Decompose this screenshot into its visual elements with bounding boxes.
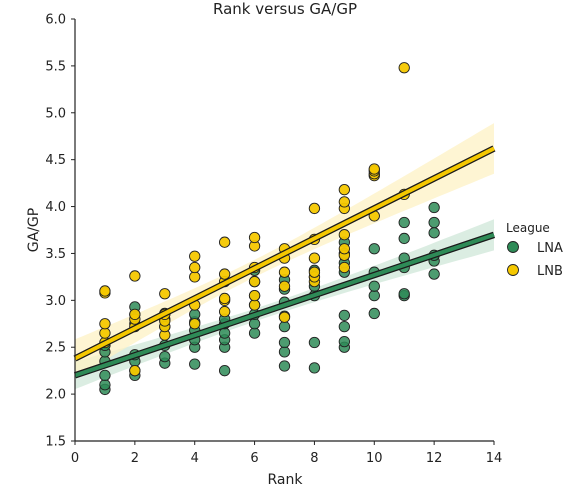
data-point-lna [368,243,380,255]
x-ticks: 0 2 4 6 8 10 12 14 [71,441,502,466]
data-point-lna [99,369,111,382]
data-point-lna [398,216,410,229]
data-point-lna [428,216,440,229]
data-point-lnb [248,231,261,244]
data-point-lna [99,379,111,391]
data-point-lnb [218,305,231,318]
data-point-lna [159,350,171,363]
data-point-lnb [99,285,111,297]
data-point-lnb [159,288,171,300]
data-point-lnb [338,229,351,241]
regression-line-lna [73,231,496,379]
data-point-lnb [248,275,261,288]
y-tick-label: 2.5 [45,341,66,356]
data-point-lna [278,360,291,372]
data-point-lna [338,320,351,333]
data-point-lnb [189,318,201,330]
data-point-lnb [338,243,351,255]
data-point-lnb [129,308,141,321]
y-axis-label: GA/GP [26,208,42,252]
data-point-lna [428,227,440,239]
legend: League LNA LNB [506,221,563,279]
data-point-lnb [248,289,261,302]
data-point-lnb [99,327,111,339]
y-tick-label: 5.5 [45,59,66,74]
y-ticks: 1.5 2.0 2.5 3.0 3.5 4.0 4.5 5.0 5.5 6.0 [45,13,75,450]
x-tick-label: 0 [71,451,79,466]
x-tick-label: 12 [426,451,443,466]
data-point-lna [189,358,201,370]
legend-marker-lnb [507,264,519,276]
data-point-lna [338,335,351,348]
data-point-lnb [218,236,231,248]
x-tick-label: 10 [366,451,383,466]
legend-marker-lna [507,241,519,253]
y-tick-label: 6.0 [45,13,66,28]
data-point-lnb [278,280,291,292]
data-point-lnb [189,271,201,283]
data-point-lna [278,320,291,333]
x-axis-label: Rank [268,472,304,488]
data-point-lna [428,268,440,280]
y-tick-label: 4.0 [45,200,66,215]
y-tick-label: 1.5 [45,435,66,450]
data-point-lna [338,309,351,321]
regression-lines [73,145,496,379]
data-point-lnb [308,266,321,278]
x-tick-label: 4 [191,451,199,466]
regression-line-lnb [73,145,496,362]
data-point-lna [218,365,231,377]
plot-area [73,62,496,396]
data-point-lnb [218,292,231,305]
x-tick-label: 8 [310,451,318,466]
data-point-lnb [248,299,261,311]
data-point-lna [398,232,410,245]
data-point-lnb [278,266,291,278]
data-point-lna [398,288,410,300]
data-point-lna [428,201,440,214]
data-point-lnb [189,250,201,262]
data-point-lna [368,280,380,292]
data-point-lnb [189,261,201,274]
x-tick-label: 14 [486,451,503,466]
data-point-lna [308,362,321,374]
data-point-lna [368,307,380,320]
y-tick-label: 5.0 [45,106,66,121]
data-point-lnb [338,184,351,196]
data-point-lnb [308,202,321,215]
x-tick-label: 6 [250,451,258,466]
data-point-lnb [398,62,410,74]
data-point-lnb [338,261,351,274]
data-point-lnb [368,163,380,175]
y-tick-label: 4.5 [45,153,66,168]
y-tick-label: 3.5 [45,247,66,262]
y-tick-label: 3.0 [45,294,66,309]
data-point-lnb [129,365,141,377]
data-point-lnb [308,252,321,264]
legend-label-lna: LNA [537,241,563,256]
data-point-lnb [129,270,141,282]
data-point-lna [308,336,321,349]
data-point-lna [248,327,261,339]
data-point-lna [278,336,291,349]
data-point-lna [278,346,291,358]
data-point-lnb [99,318,111,330]
chart-title: Rank versus GA/GP [213,0,357,18]
data-point-lna [368,289,380,302]
x-tick-label: 2 [131,451,139,466]
y-tick-label: 2.0 [45,388,66,403]
data-point-lnb [218,268,231,280]
data-point-lna [248,318,261,330]
data-point-lnb [278,311,291,323]
data-point-lna [189,308,201,321]
legend-title: League [506,221,550,235]
legend-label-lnb: LNB [537,264,563,279]
data-point-lnb [338,196,351,208]
